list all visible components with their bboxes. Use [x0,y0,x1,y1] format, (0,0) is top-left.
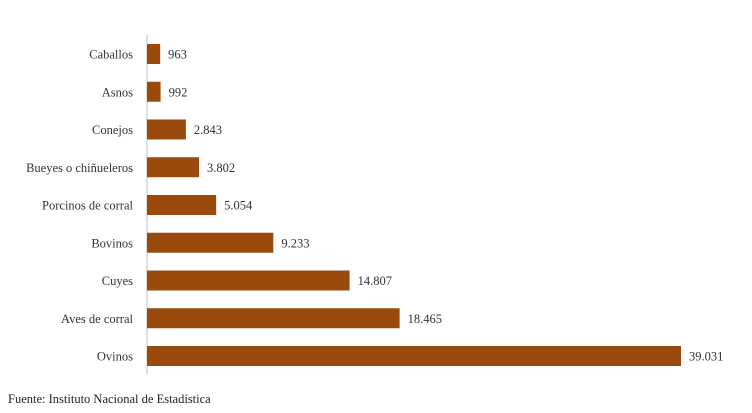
category-label: Aves de corral [61,312,133,326]
data-label: 3.802 [207,161,235,175]
bar [147,81,161,102]
category-label: Conejos [92,123,133,137]
bar [147,157,200,178]
data-label: 963 [168,48,187,62]
data-label: 39.031 [689,350,723,364]
source-note: Fuente: Instituto Nacional de Estadístic… [8,392,211,406]
category-label: Asnos [102,85,133,99]
data-label: 2.843 [194,123,222,137]
data-label: 9.233 [281,236,309,250]
bar [147,44,161,64]
bar [147,270,350,291]
bar [147,308,400,329]
category-label: Bueyes o chiñueleros [26,161,133,175]
data-label: 992 [169,85,188,99]
category-label: Ovinos [97,350,133,364]
data-label: 5.054 [224,199,253,213]
bar [147,119,186,140]
data-label: 14.807 [358,274,392,288]
category-label: Cuyes [102,274,133,288]
category-label: Caballos [89,48,133,62]
category-label: Bovinos [91,236,133,250]
data-label: 18.465 [408,312,442,326]
bar [147,346,681,366]
bar [147,232,274,253]
category-label: Porcinos de corral [42,199,133,213]
bar [147,195,217,215]
